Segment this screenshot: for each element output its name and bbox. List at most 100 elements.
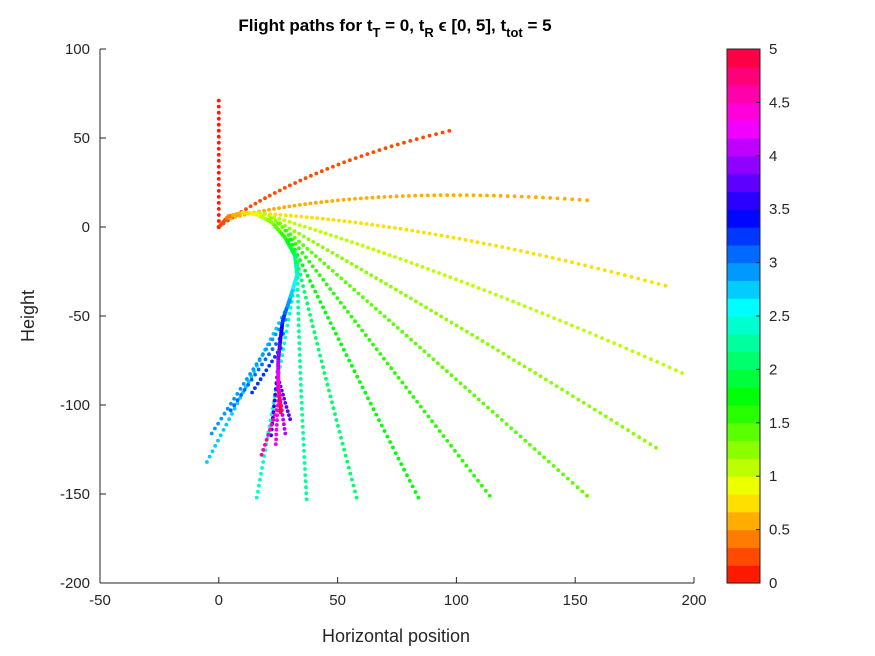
path-point bbox=[298, 377, 303, 381]
path-point bbox=[395, 142, 400, 147]
path-point bbox=[642, 354, 647, 359]
path-point bbox=[222, 411, 227, 416]
path-point bbox=[472, 393, 477, 398]
path-point bbox=[326, 265, 331, 270]
path-point bbox=[575, 485, 580, 490]
path-point bbox=[216, 158, 221, 163]
path-point bbox=[342, 305, 347, 310]
colorbar-swatch bbox=[727, 440, 760, 459]
path-point bbox=[434, 311, 438, 316]
path-point bbox=[454, 323, 459, 328]
path-point bbox=[344, 353, 349, 357]
path-point bbox=[282, 422, 286, 427]
path-point bbox=[393, 255, 397, 259]
path-point bbox=[267, 207, 271, 212]
path-point bbox=[409, 261, 414, 265]
path-point bbox=[219, 416, 224, 421]
path-point bbox=[342, 160, 346, 165]
path-point bbox=[216, 189, 221, 193]
path-point bbox=[282, 427, 287, 431]
path-point bbox=[287, 226, 292, 231]
path-point bbox=[356, 291, 361, 296]
path-point bbox=[592, 407, 597, 412]
path-point bbox=[273, 355, 277, 359]
path-point bbox=[282, 218, 287, 223]
path-point bbox=[305, 246, 310, 251]
path-point bbox=[262, 208, 266, 213]
path-point bbox=[328, 394, 333, 399]
path-point bbox=[544, 254, 549, 259]
path-point bbox=[551, 464, 556, 468]
path-point bbox=[321, 305, 325, 310]
path-point bbox=[636, 351, 641, 356]
path-point bbox=[297, 223, 302, 228]
colorbar-swatch bbox=[727, 458, 760, 477]
path-point bbox=[259, 452, 264, 457]
path-point bbox=[216, 207, 221, 211]
path-point bbox=[309, 318, 314, 323]
path-point bbox=[451, 193, 456, 198]
path-point bbox=[561, 472, 565, 477]
path-point bbox=[267, 363, 272, 368]
path-point bbox=[318, 229, 323, 234]
path-point bbox=[264, 347, 268, 352]
path-point bbox=[538, 374, 543, 379]
path-point bbox=[349, 262, 354, 266]
path-point bbox=[385, 434, 390, 439]
path-point bbox=[205, 460, 209, 464]
path-point bbox=[418, 345, 422, 350]
path-point bbox=[365, 152, 370, 157]
path-point bbox=[312, 330, 317, 335]
path-point bbox=[438, 193, 443, 198]
path-point bbox=[335, 296, 340, 300]
path-point bbox=[324, 282, 329, 287]
path-point bbox=[453, 448, 457, 453]
path-point bbox=[272, 191, 277, 195]
path-point bbox=[304, 295, 308, 300]
path-point bbox=[585, 493, 589, 498]
title-part: tot bbox=[506, 25, 523, 40]
path-point bbox=[216, 146, 221, 151]
colorbar-tick-label: 1.5 bbox=[769, 415, 790, 432]
flight-path bbox=[292, 250, 359, 500]
path-point bbox=[546, 313, 551, 318]
path-point bbox=[272, 207, 276, 211]
path-point bbox=[274, 342, 278, 346]
path-point bbox=[232, 406, 237, 411]
path-point bbox=[273, 392, 278, 397]
path-point bbox=[654, 445, 658, 450]
path-point bbox=[308, 226, 312, 231]
path-point bbox=[476, 478, 480, 483]
path-point bbox=[310, 264, 315, 269]
path-point bbox=[309, 250, 314, 255]
colorbar-tick-label: 5 bbox=[769, 41, 777, 58]
path-point bbox=[288, 417, 292, 422]
path-point bbox=[355, 374, 360, 379]
colorbar-tick-label: 0 bbox=[769, 575, 777, 592]
path-point bbox=[427, 133, 432, 138]
path-point bbox=[353, 156, 358, 161]
path-point bbox=[606, 338, 610, 343]
path-point bbox=[566, 476, 570, 481]
path-point bbox=[334, 234, 339, 239]
path-point bbox=[319, 359, 324, 364]
path-point bbox=[434, 424, 438, 428]
path-point bbox=[254, 495, 259, 500]
x-tick-label: 200 bbox=[681, 592, 706, 609]
path-point bbox=[384, 281, 388, 286]
path-point bbox=[483, 488, 488, 493]
path-point bbox=[404, 333, 409, 338]
path-point bbox=[216, 152, 221, 157]
path-point bbox=[266, 433, 271, 437]
path-point bbox=[364, 270, 369, 275]
flight-path bbox=[269, 216, 658, 450]
title-part: T bbox=[372, 25, 380, 40]
path-point bbox=[296, 311, 301, 316]
path-point bbox=[400, 194, 405, 199]
path-point bbox=[400, 380, 405, 385]
path-point bbox=[277, 321, 281, 325]
path-point bbox=[308, 279, 312, 283]
path-point bbox=[299, 394, 304, 399]
path-point bbox=[260, 362, 264, 367]
path-point bbox=[358, 196, 363, 201]
